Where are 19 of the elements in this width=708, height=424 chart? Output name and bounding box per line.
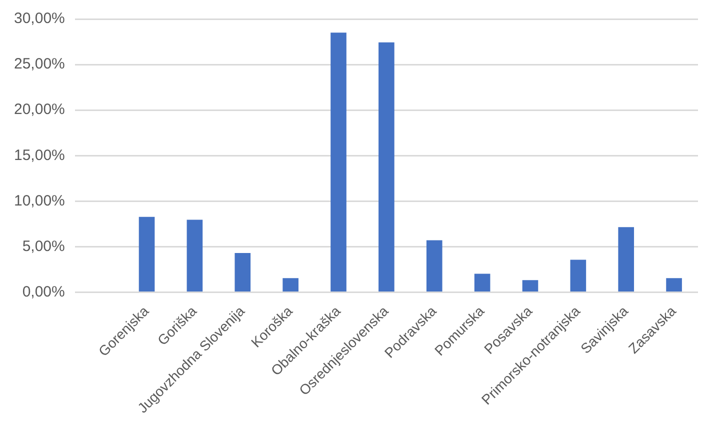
- y-tick-label: 5,00%: [22, 238, 65, 255]
- bar: [666, 278, 682, 292]
- bar: [426, 240, 442, 292]
- bar: [234, 252, 251, 292]
- y-tick-label: 20,00%: [14, 101, 65, 118]
- y-tick-label: 10,00%: [14, 192, 65, 210]
- bar: [474, 274, 490, 292]
- bar: [330, 32, 346, 292]
- bar: [618, 227, 634, 292]
- y-tick-label: 0,00%: [22, 283, 65, 300]
- bar: [138, 216, 155, 292]
- y-tick-label: 30,00%: [14, 10, 65, 28]
- bar: [378, 42, 394, 292]
- y-tick-label: 25,00%: [14, 56, 65, 73]
- y-tick-label: 15,00%: [14, 146, 65, 164]
- bar: [186, 220, 203, 292]
- bar: [282, 278, 298, 292]
- bar: [522, 280, 538, 292]
- bar: [570, 260, 586, 292]
